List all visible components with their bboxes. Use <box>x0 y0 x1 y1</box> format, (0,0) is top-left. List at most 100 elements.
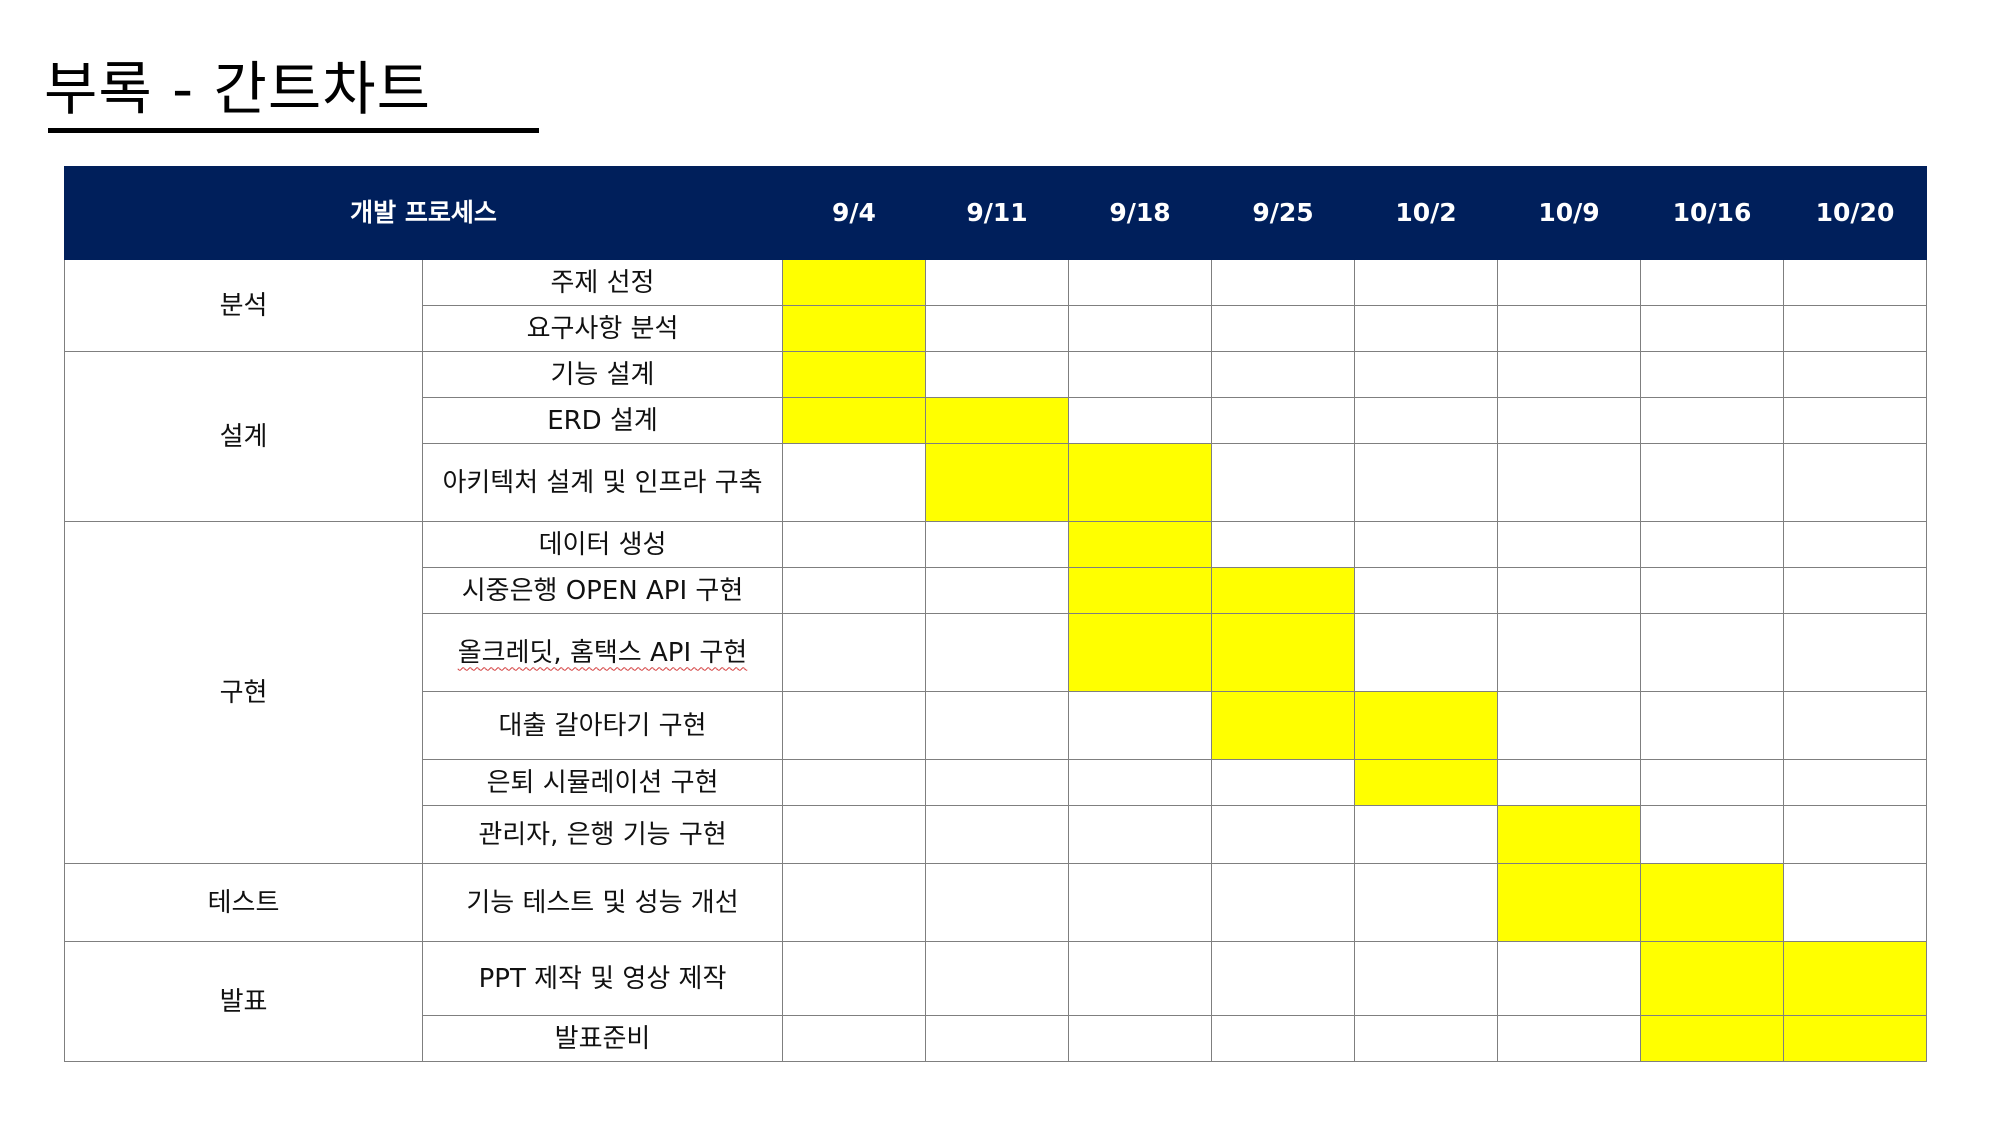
task-label: 요구사항 분석 <box>422 305 783 352</box>
slide-title: 부록 - 간트차트 <box>44 55 431 123</box>
schedule-cell <box>1497 613 1641 692</box>
schedule-cell-active <box>782 259 926 306</box>
task-row: 구현 데이터 생성 <box>64 521 1927 864</box>
schedule-cell-active <box>1640 941 1784 1016</box>
phase-label: 테스트 <box>64 863 423 942</box>
schedule-cell <box>1068 1015 1212 1062</box>
task-label: 주제 선정 <box>422 259 783 306</box>
schedule-cell <box>1783 305 1927 352</box>
schedule-cell-active <box>1640 1015 1784 1062</box>
schedule-cell <box>1354 521 1498 568</box>
schedule-cell-active <box>1497 863 1641 942</box>
schedule-cell <box>1497 305 1641 352</box>
schedule-cell <box>1068 397 1212 444</box>
schedule-cell <box>925 863 1069 942</box>
task-label: 은퇴 시뮬레이션 구현 <box>422 759 783 806</box>
task-row: 분석 주제 선정 <box>64 259 1927 352</box>
schedule-cell <box>1497 691 1641 760</box>
schedule-cell <box>1068 691 1212 760</box>
schedule-cell <box>1497 259 1641 306</box>
schedule-cell <box>782 443 926 522</box>
task-row: 발표준비 <box>65 1015 1927 1062</box>
task-row: 관리자, 은행 기능 구현 <box>65 805 1927 864</box>
header-week-7: 10/16 <box>1640 166 1784 260</box>
schedule-cell-active <box>1354 759 1498 806</box>
schedule-cell <box>1640 567 1784 614</box>
schedule-cell <box>782 691 926 760</box>
phase-label: 설계 <box>64 351 423 522</box>
schedule-cell-active <box>1783 941 1927 1016</box>
header-week-2: 9/11 <box>925 166 1069 260</box>
header-week-4: 9/25 <box>1211 166 1355 260</box>
schedule-cell <box>782 567 926 614</box>
phase-label: 발표 <box>64 941 423 1062</box>
schedule-cell <box>1497 941 1641 1016</box>
schedule-cell <box>1354 351 1498 398</box>
schedule-cell <box>1354 567 1498 614</box>
schedule-cell <box>1497 759 1641 806</box>
task-row: ERD 설계 <box>65 397 1927 444</box>
schedule-cell <box>1497 521 1641 568</box>
schedule-cell-active <box>782 397 926 444</box>
schedule-cell <box>1068 759 1212 806</box>
task-row: 발표 PPT 제작 및 영상 제작 <box>64 941 1927 1062</box>
schedule-cell-active <box>925 397 1069 444</box>
header-process: 개발 프로세스 <box>64 166 783 260</box>
schedule-cell <box>1783 805 1927 864</box>
schedule-cell <box>1211 305 1355 352</box>
title-underline <box>48 128 539 133</box>
schedule-cell <box>1783 567 1927 614</box>
schedule-cell <box>1211 397 1355 444</box>
header-week-6: 10/9 <box>1497 166 1641 260</box>
schedule-cell <box>1640 397 1784 444</box>
schedule-cell-active <box>782 351 926 398</box>
schedule-cell-active <box>1640 863 1784 942</box>
schedule-cell <box>1354 805 1498 864</box>
schedule-cell <box>1211 805 1355 864</box>
schedule-cell-active <box>1068 443 1212 522</box>
task-row: 아키텍처 설계 및 인프라 구축 <box>65 443 1927 522</box>
schedule-cell <box>782 941 926 1016</box>
task-label: 대출 갈아타기 구현 <box>422 691 783 760</box>
schedule-cell <box>925 259 1069 306</box>
schedule-cell <box>1068 305 1212 352</box>
schedule-cell <box>1354 863 1498 942</box>
schedule-cell <box>925 941 1069 1016</box>
task-label: 올크레딧, 홈택스 API 구현 <box>422 613 783 692</box>
schedule-cell <box>1354 941 1498 1016</box>
task-row: 테스트 기능 테스트 및 성능 개선 <box>64 863 1927 942</box>
schedule-cell <box>925 759 1069 806</box>
schedule-cell <box>1068 805 1212 864</box>
schedule-cell <box>1354 305 1498 352</box>
schedule-cell <box>1497 1015 1641 1062</box>
schedule-cell <box>782 1015 926 1062</box>
task-label: 기능 테스트 및 성능 개선 <box>422 863 783 942</box>
schedule-cell <box>925 691 1069 760</box>
gantt-header-row: 개발 프로세스 9/4 9/11 9/18 9/25 10/2 10/9 10/… <box>64 166 1927 260</box>
task-label: 아키텍처 설계 및 인프라 구축 <box>422 443 783 522</box>
schedule-cell-active <box>782 305 926 352</box>
schedule-cell <box>1497 351 1641 398</box>
task-row: 설계 기능 설계 <box>64 351 1927 522</box>
schedule-cell <box>1640 259 1784 306</box>
gantt-body: 분석 주제 선정 요구사항 분석 설계 기능 설계 ERD 설계 아키텍처 설계 및 인프라… <box>64 259 1927 1062</box>
schedule-cell <box>1640 805 1784 864</box>
schedule-cell-active <box>925 443 1069 522</box>
schedule-cell <box>925 567 1069 614</box>
schedule-cell <box>1783 397 1927 444</box>
schedule-cell <box>782 521 926 568</box>
gantt-chart-table: 개발 프로세스 9/4 9/11 9/18 9/25 10/2 10/9 10/… <box>64 166 1927 1062</box>
schedule-cell <box>1354 397 1498 444</box>
schedule-cell <box>1640 351 1784 398</box>
schedule-cell <box>1783 759 1927 806</box>
schedule-cell <box>925 613 1069 692</box>
header-week-3: 9/18 <box>1068 166 1212 260</box>
schedule-cell-active <box>1068 567 1212 614</box>
schedule-cell <box>1783 521 1927 568</box>
schedule-cell <box>925 805 1069 864</box>
schedule-cell-active <box>1068 521 1212 568</box>
schedule-cell-active <box>1783 1015 1927 1062</box>
schedule-cell-active <box>1068 613 1212 692</box>
schedule-cell <box>782 863 926 942</box>
header-week-5: 10/2 <box>1354 166 1498 260</box>
